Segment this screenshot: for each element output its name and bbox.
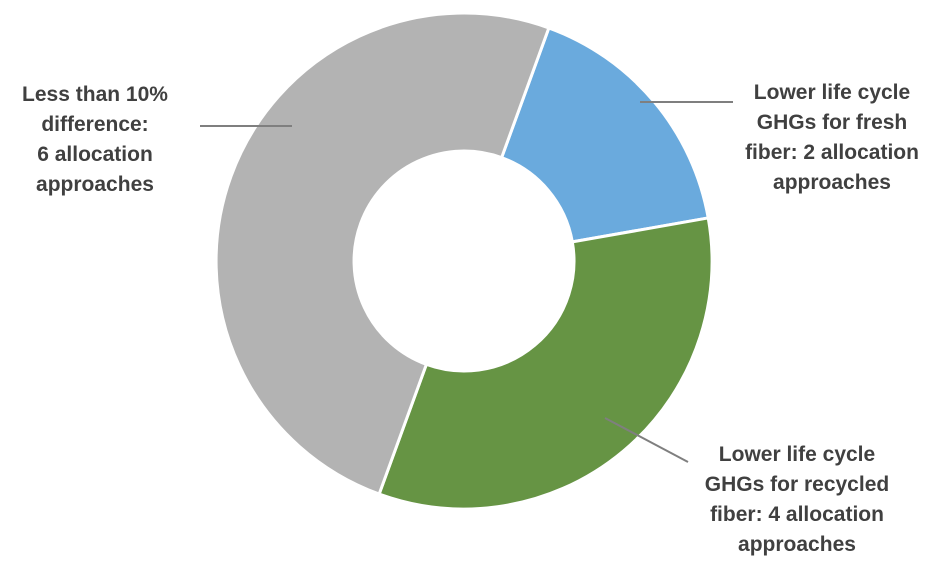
label-fresh-fiber-line-1: Lower life cycle bbox=[753, 81, 911, 104]
slice-fresh-fiber bbox=[500, 26, 710, 244]
label-recycled-fiber-line-4: approaches bbox=[738, 533, 856, 556]
slice-recycled-fiber bbox=[377, 216, 714, 511]
label-less-line-3: 6 allocation bbox=[37, 143, 153, 166]
label-recycled-fiber-line-3: fiber: 4 allocation bbox=[710, 503, 884, 526]
label-recycled-fiber-line-1: Lower life cycle bbox=[718, 443, 876, 466]
leader-lines bbox=[200, 101, 733, 463]
label-less-line-2: difference: bbox=[41, 113, 149, 136]
label-fresh-fiber: Lower life cycle GHGs for fresh fiber: 2… bbox=[725, 78, 935, 198]
label-less-line-1: Less than 10% bbox=[22, 83, 168, 106]
label-less-than-10-percent: Less than 10% difference: 6 allocation a… bbox=[0, 80, 190, 200]
label-recycled-fiber: Lower life cycle GHGs for recycled fiber… bbox=[680, 440, 914, 560]
slice-less-than-10-percent bbox=[214, 11, 551, 496]
label-recycled-fiber-line-2: GHGs for recycled bbox=[704, 473, 890, 496]
label-fresh-fiber-line-2: GHGs for fresh bbox=[756, 111, 908, 134]
leader-line-recycled-fiber bbox=[604, 417, 689, 463]
label-fresh-fiber-line-3: fiber: 2 allocation bbox=[745, 141, 919, 164]
label-less-line-4: approaches bbox=[36, 173, 154, 196]
donut-slices bbox=[214, 11, 714, 511]
label-fresh-fiber-line-4: approaches bbox=[773, 171, 891, 194]
